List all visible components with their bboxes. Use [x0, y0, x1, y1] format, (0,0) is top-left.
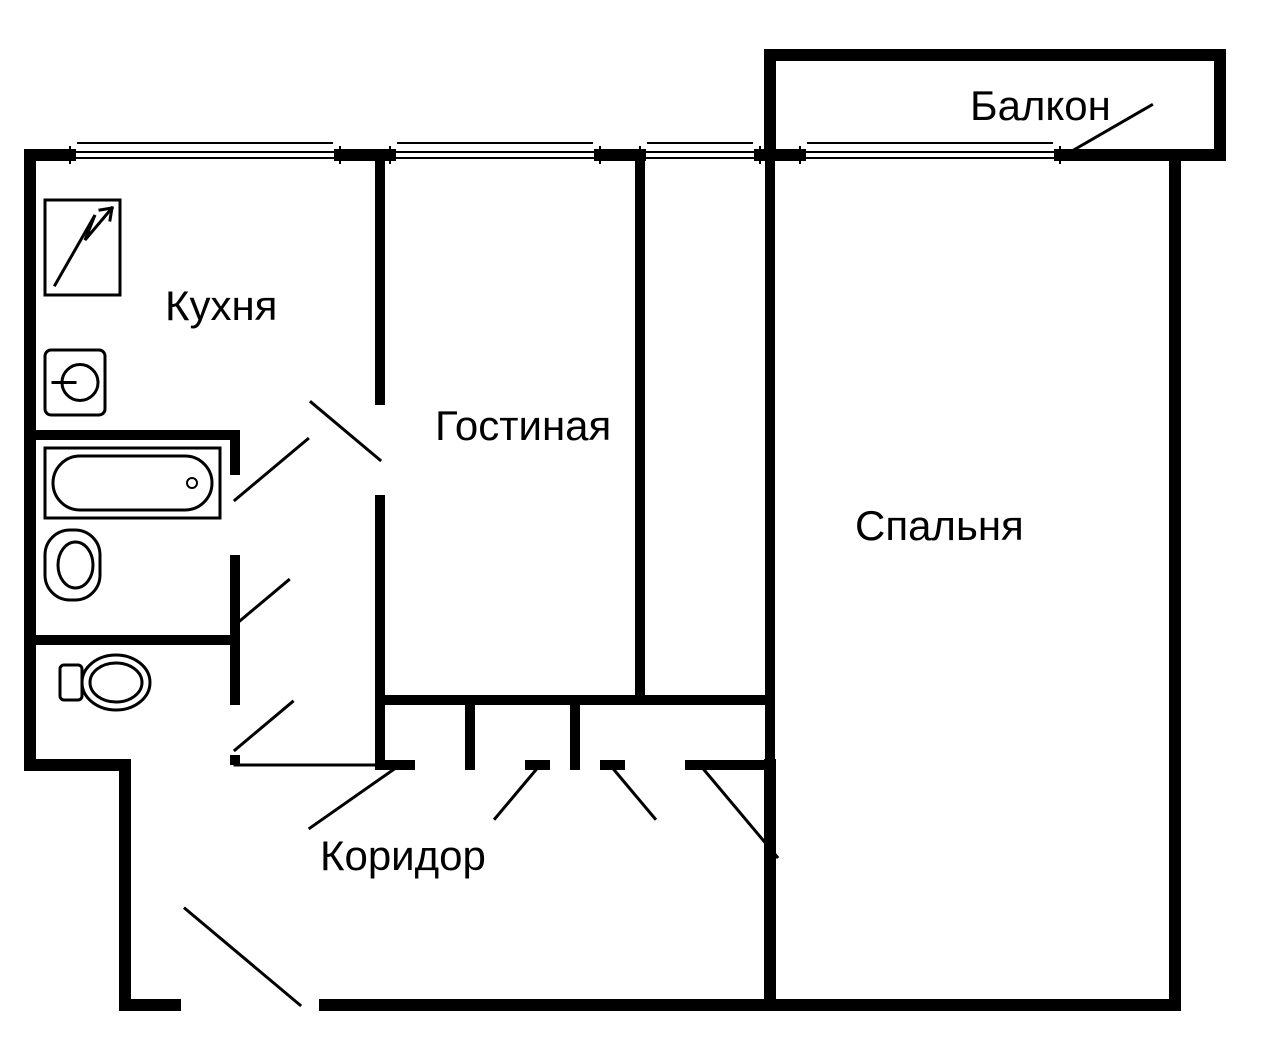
room-label-corridor: Коридор	[320, 832, 486, 879]
room-label-living: Гостиная	[435, 402, 611, 449]
fixtures-layer	[45, 200, 220, 710]
walls-layer	[30, 55, 1220, 1005]
floorplan-canvas: Балкон Кухня Гостиная Спальня Коридор	[0, 0, 1278, 1061]
room-label-bedroom: Спальня	[855, 502, 1024, 549]
windows-layer	[70, 143, 1060, 163]
inner-walls	[30, 155, 770, 765]
room-label-balcony: Балкон	[970, 82, 1111, 129]
room-label-kitchen: Кухня	[165, 282, 277, 329]
